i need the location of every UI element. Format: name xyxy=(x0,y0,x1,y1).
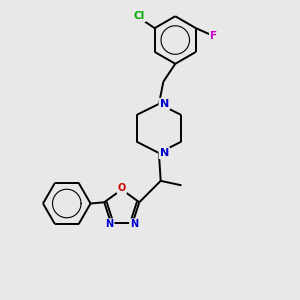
Text: N: N xyxy=(160,99,169,109)
Text: N: N xyxy=(130,219,138,230)
Text: N: N xyxy=(160,148,169,158)
Text: O: O xyxy=(118,183,126,193)
Text: F: F xyxy=(210,31,217,40)
Text: N: N xyxy=(105,219,113,230)
Text: Cl: Cl xyxy=(134,11,145,21)
